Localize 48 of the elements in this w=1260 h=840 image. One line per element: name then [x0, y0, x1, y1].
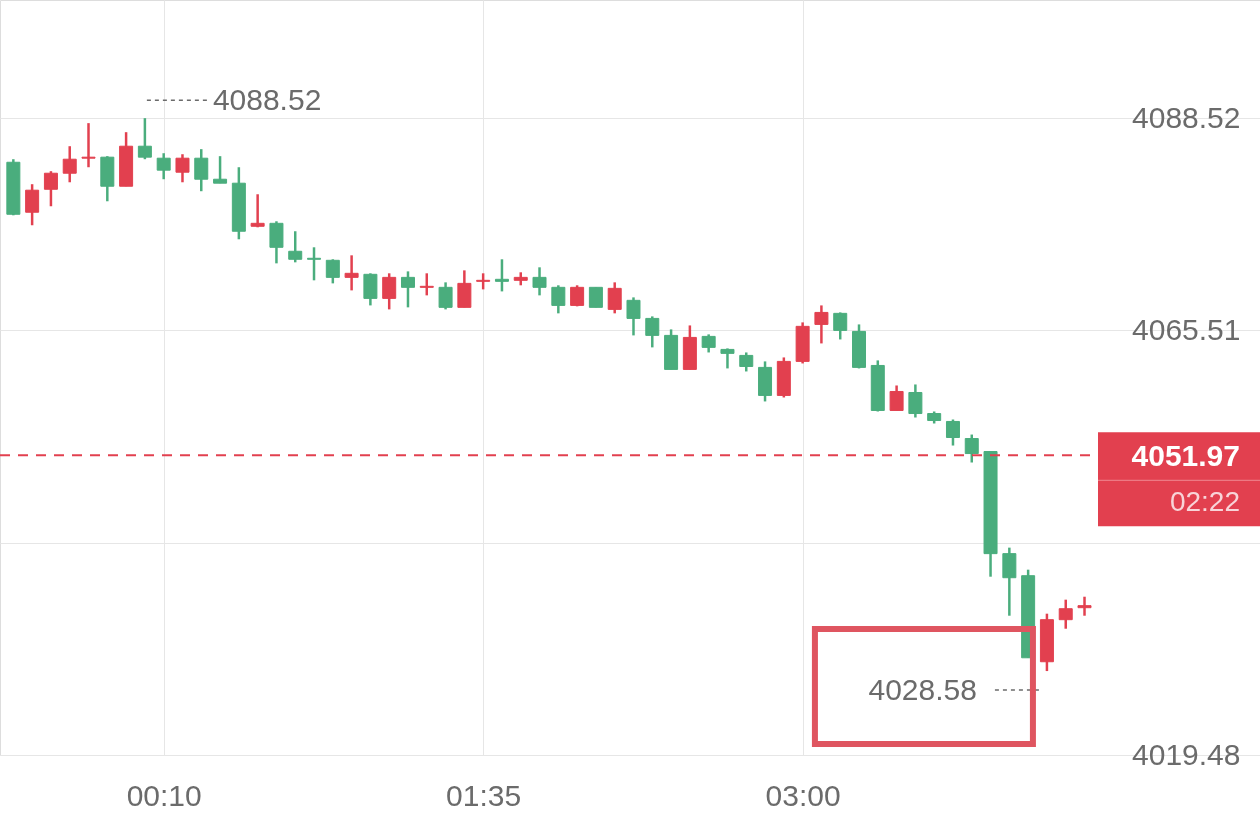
candlestick [250, 193, 265, 229]
candlestick [701, 333, 716, 354]
candlestick [344, 254, 359, 292]
candlestick [964, 433, 979, 464]
annotation: 4088.52 [212, 83, 322, 117]
candlestick [156, 151, 171, 181]
candlestick [645, 315, 660, 349]
candlestick [551, 284, 566, 315]
candlestick [137, 116, 152, 161]
candlestick [400, 270, 415, 309]
candlestick [25, 182, 40, 227]
x-tick-label: 00:10 [126, 778, 202, 812]
candlestick [213, 154, 228, 185]
candlestick [945, 418, 960, 447]
x-tick-label: 03:00 [765, 778, 841, 812]
y-tick-label: 4088.52 [1132, 100, 1241, 134]
candlestick [43, 169, 58, 208]
candlestick [288, 230, 303, 264]
annotation: 4028.58 [868, 673, 977, 707]
ref-line-label: 4051.97 [1131, 439, 1240, 473]
candlestick [889, 384, 904, 412]
candlestick [81, 121, 96, 169]
candlestick [194, 147, 209, 193]
candlestick [419, 272, 434, 297]
annotation: 02:22 [1169, 486, 1240, 518]
candlestick [457, 269, 472, 309]
candlestick [382, 272, 397, 311]
y-tick-label: 4019.48 [1132, 737, 1241, 771]
candlestick [626, 296, 641, 337]
candlestick [739, 351, 754, 373]
candlestick [814, 304, 829, 345]
candlestick [307, 246, 322, 282]
candlestick [438, 281, 453, 311]
candlestick [175, 152, 190, 184]
candlestick [532, 266, 547, 297]
candlestick [1077, 595, 1092, 617]
candlestick [588, 286, 603, 309]
y-tick-label: 4065.51 [1132, 312, 1241, 346]
candlestick [494, 258, 509, 293]
candlestick [325, 258, 340, 285]
candlestick [269, 220, 284, 265]
candlestick [833, 311, 848, 341]
x-tick-label: 01:35 [446, 778, 522, 812]
candlestick [62, 144, 77, 184]
candlestick [1058, 598, 1073, 630]
candlestick [607, 281, 622, 315]
candlestick [908, 383, 923, 419]
candlestick [720, 347, 735, 370]
